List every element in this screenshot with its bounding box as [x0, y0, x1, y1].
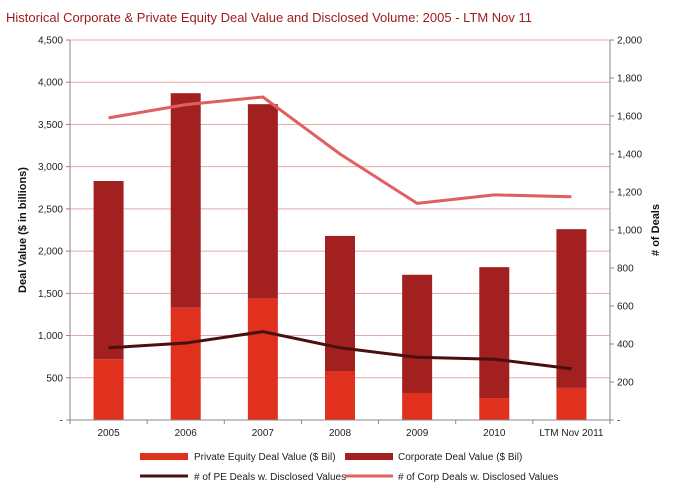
- bar-segment-private-equity: [402, 392, 433, 420]
- y-tick-label-right: 600: [617, 302, 634, 313]
- x-tick-label: 2006: [175, 428, 198, 439]
- y-tick-label-right: 200: [617, 378, 634, 389]
- bar-segment-private-equity: [247, 298, 278, 420]
- bar-segment-corporate: [556, 229, 587, 388]
- y-axis-left-title: Deal Value ($ in billions): [17, 167, 29, 293]
- y-axis-right-ticks: - 200 400 600 800 1,000 1,200 1,400 1,600 1,800 2,…: [610, 36, 642, 427]
- y-tick-label-right: 1,800: [617, 74, 642, 85]
- y-tick-label-right: 400: [617, 340, 634, 351]
- bar-segment-private-equity: [93, 359, 124, 420]
- y-tick-label-left: -: [60, 416, 63, 427]
- y-tick-label-right: 1,200: [617, 188, 642, 199]
- bar-segment-private-equity: [556, 387, 587, 420]
- y-tick-label-right: 1,400: [617, 150, 642, 161]
- y-tick-label-right: 1,000: [617, 226, 642, 237]
- y-axis-right-title: # of Deals: [650, 204, 662, 256]
- x-tick-label: 2008: [329, 428, 352, 439]
- y-tick-label-left: 2,000: [38, 247, 63, 258]
- bar-segment-private-equity: [479, 398, 510, 420]
- line-pe-deals: [108, 330, 572, 371]
- legend: Private Equity Deal Value ($ Bil) Corpor…: [140, 452, 558, 483]
- x-tick-label: 2010: [483, 428, 506, 439]
- x-tick-label: 2005: [97, 428, 120, 439]
- y-tick-label-left: 1,000: [38, 331, 63, 342]
- y-tick-label-left: 4,000: [38, 78, 63, 89]
- y-tick-label-right: 800: [617, 264, 634, 275]
- legend-label-pe-deals: # of PE Deals w. Disclosed Values: [194, 472, 346, 483]
- x-tick-label: 2007: [252, 428, 275, 439]
- gridlines: [70, 39, 610, 379]
- chart-title: Historical Corporate & Private Equity De…: [6, 10, 532, 25]
- y-tick-label-left: 2,500: [38, 204, 63, 215]
- line-corp-deals: [108, 95, 572, 205]
- series-lines: [108, 95, 572, 371]
- legend-label-corp-value: Corporate Deal Value ($ Bil): [398, 452, 522, 463]
- bar-segment-private-equity: [325, 371, 355, 420]
- x-tick-label: 2009: [406, 428, 429, 439]
- y-tick-label-left: 500: [46, 373, 63, 384]
- x-axis-ticks: 2005 2006 2007 2008 2009 2010 LTM Nov 2011: [69, 420, 611, 439]
- y-tick-label-left: 1,500: [38, 289, 63, 300]
- legend-label-pe-value: Private Equity Deal Value ($ Bil): [194, 452, 336, 463]
- legend-swatch-pe-value: [140, 453, 188, 460]
- y-tick-label-right: 1,600: [617, 112, 642, 123]
- bars: [93, 93, 587, 420]
- bar-segment-corporate: [170, 93, 201, 308]
- y-tick-label-left: 4,500: [38, 36, 63, 47]
- y-tick-label-left: 3,500: [38, 120, 63, 131]
- bar-segment-corporate: [325, 235, 355, 372]
- bar-segment-corporate: [402, 274, 433, 393]
- x-tick-label: LTM Nov 2011: [539, 428, 604, 439]
- y-tick-label-left: 3,000: [38, 162, 63, 173]
- y-tick-label-right: -: [617, 416, 620, 427]
- bar-segment-private-equity: [170, 307, 201, 420]
- legend-swatch-corp-value: [345, 453, 393, 460]
- bar-segment-corporate: [93, 181, 124, 360]
- bar-segment-corporate: [479, 267, 510, 399]
- y-tick-label-right: 2,000: [617, 36, 642, 47]
- legend-label-corp-deals: # of Corp Deals w. Disclosed Values: [398, 472, 558, 483]
- bar-segment-corporate: [247, 104, 278, 299]
- y-axis-left-ticks: - 500 1,000 1,500 2,000 2,500 3,000 3,500 4,000 4…: [38, 36, 70, 427]
